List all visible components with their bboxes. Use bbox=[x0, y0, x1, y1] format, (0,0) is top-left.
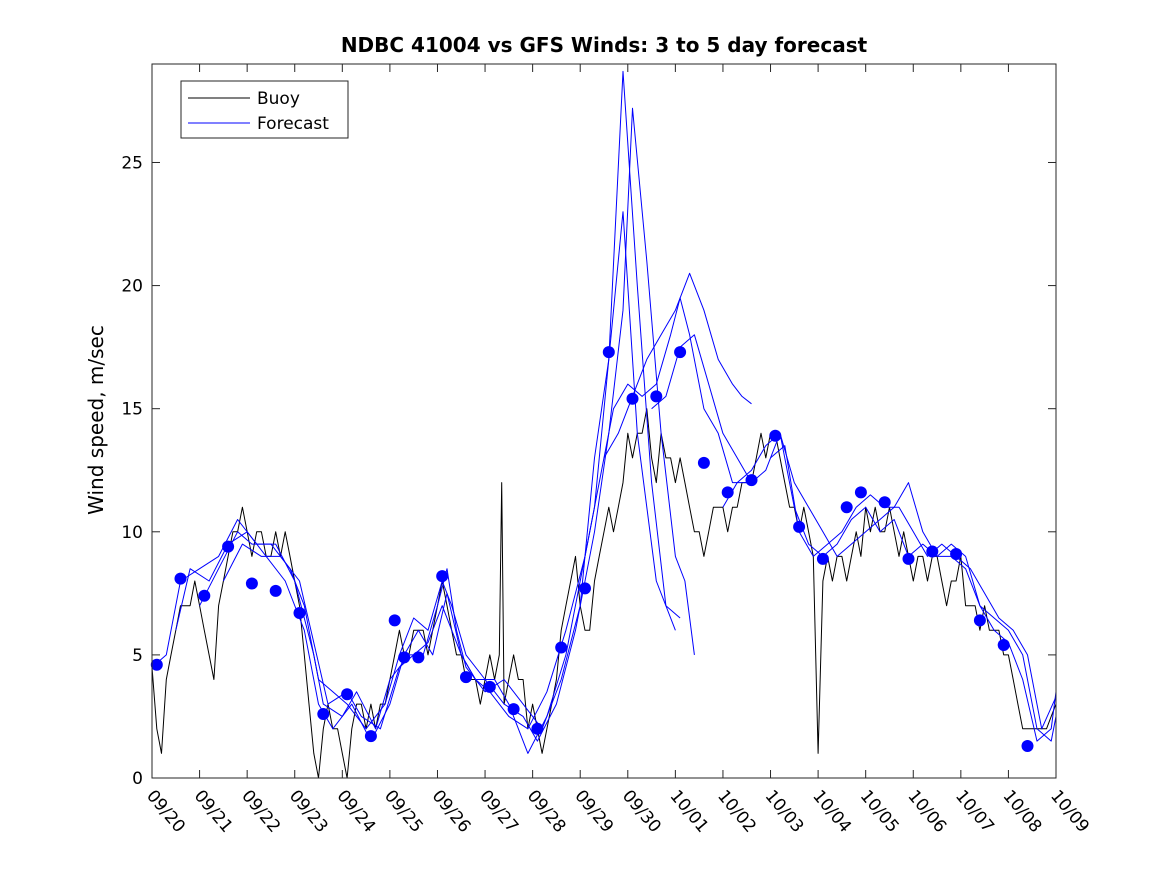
forecast-marker bbox=[398, 651, 411, 664]
x-tick-label: 10/05 bbox=[856, 786, 903, 836]
series-line-forecast-5 bbox=[603, 272, 752, 459]
series-line-forecast-3 bbox=[199, 107, 695, 742]
x-tick-label: 09/20 bbox=[142, 786, 189, 836]
x-tick-label: 10/03 bbox=[761, 786, 808, 836]
legend-label-buoy: Buoy bbox=[257, 89, 300, 109]
y-tick-label: 15 bbox=[121, 400, 143, 420]
series-line-forecast-7 bbox=[722, 432, 1057, 742]
series-line-forecast-8 bbox=[770, 445, 1057, 730]
x-tick-label: 10/08 bbox=[999, 786, 1046, 836]
forecast-marker bbox=[840, 501, 853, 514]
y-axis: 0 5 10 15 20 25 bbox=[121, 153, 1056, 789]
x-tick-label: 09/29 bbox=[570, 786, 617, 836]
forecast-marker bbox=[198, 589, 211, 602]
x-tick-label: 09/21 bbox=[190, 786, 237, 836]
forecast-marker bbox=[174, 572, 187, 585]
forecast-marker bbox=[460, 671, 472, 684]
x-tick-label: 09/26 bbox=[428, 786, 475, 836]
forecast-marker bbox=[579, 582, 591, 595]
forecast-marker bbox=[816, 552, 829, 565]
forecast-marker bbox=[721, 486, 734, 499]
forecast-marker bbox=[269, 584, 282, 597]
legend-box bbox=[180, 80, 349, 139]
x-tick-label: 09/30 bbox=[618, 786, 665, 836]
forecast-marker bbox=[507, 703, 520, 716]
forecast-marker bbox=[926, 545, 939, 558]
forecast-marker bbox=[793, 520, 806, 533]
forecast-marker bbox=[769, 429, 782, 442]
x-tick-label: 09/25 bbox=[380, 786, 427, 836]
forecast-marker bbox=[388, 614, 401, 627]
marker-layer bbox=[150, 346, 1034, 752]
y-axis-label: Wind speed, m/sec bbox=[84, 325, 108, 515]
y-tick-label: 25 bbox=[121, 153, 143, 173]
forecast-marker bbox=[317, 708, 330, 720]
forecast-marker bbox=[1021, 740, 1034, 752]
forecast-marker bbox=[436, 570, 449, 583]
forecast-marker bbox=[674, 346, 687, 359]
x-tick-label: 09/24 bbox=[332, 786, 379, 836]
x-tick-label: 10/01 bbox=[666, 786, 713, 836]
y-tick-label: 20 bbox=[121, 277, 143, 297]
x-tick-label: 10/02 bbox=[713, 786, 760, 836]
forecast-marker bbox=[555, 641, 568, 654]
forecast-marker bbox=[245, 577, 258, 590]
series-layer bbox=[151, 70, 1057, 779]
forecast-marker bbox=[650, 390, 663, 403]
x-tick-label: 10/07 bbox=[951, 786, 998, 836]
chart-title: NDBC 41004 vs GFS Winds: 3 to 5 day fore… bbox=[341, 33, 868, 57]
x-tick-label: 10/06 bbox=[903, 786, 950, 836]
plot-area bbox=[151, 63, 1057, 779]
forecast-marker bbox=[950, 548, 963, 560]
forecast-marker bbox=[997, 639, 1010, 651]
x-tick-label: 10/09 bbox=[1046, 786, 1093, 836]
y-tick-label: 10 bbox=[121, 523, 143, 543]
forecast-marker bbox=[341, 688, 354, 701]
legend: Buoy Forecast bbox=[180, 80, 349, 139]
forecast-marker bbox=[222, 540, 235, 553]
forecast-marker bbox=[531, 722, 544, 735]
forecast-marker bbox=[902, 552, 915, 565]
forecast-marker bbox=[697, 456, 710, 469]
forecast-marker bbox=[973, 614, 986, 627]
series-line-forecast-6 bbox=[651, 334, 1057, 742]
x-tick-label: 09/22 bbox=[237, 786, 284, 836]
forecast-marker bbox=[483, 680, 496, 693]
forecast-marker bbox=[293, 607, 306, 619]
series-line-buoy bbox=[151, 408, 1057, 779]
x-tick-label: 09/27 bbox=[475, 786, 522, 836]
forecast-marker bbox=[150, 658, 163, 671]
y-tick-label: 5 bbox=[132, 646, 143, 666]
y-tick-label: 0 bbox=[132, 769, 143, 789]
x-tick-label: 09/23 bbox=[285, 786, 332, 836]
forecast-marker bbox=[878, 496, 891, 509]
forecast-marker bbox=[602, 346, 615, 359]
series-line-forecast-4 bbox=[222, 297, 747, 730]
series-line-forecast-2 bbox=[175, 70, 681, 754]
forecast-marker bbox=[854, 486, 867, 499]
x-tick-label: 09/28 bbox=[523, 786, 570, 836]
series-line-forecast-1 bbox=[151, 211, 676, 730]
forecast-marker bbox=[745, 474, 758, 487]
x-tick-label: 10/04 bbox=[808, 786, 855, 836]
legend-label-forecast: Forecast bbox=[257, 114, 329, 134]
forecast-marker bbox=[412, 651, 425, 664]
forecast-marker bbox=[364, 730, 377, 743]
forecast-marker bbox=[626, 392, 639, 405]
